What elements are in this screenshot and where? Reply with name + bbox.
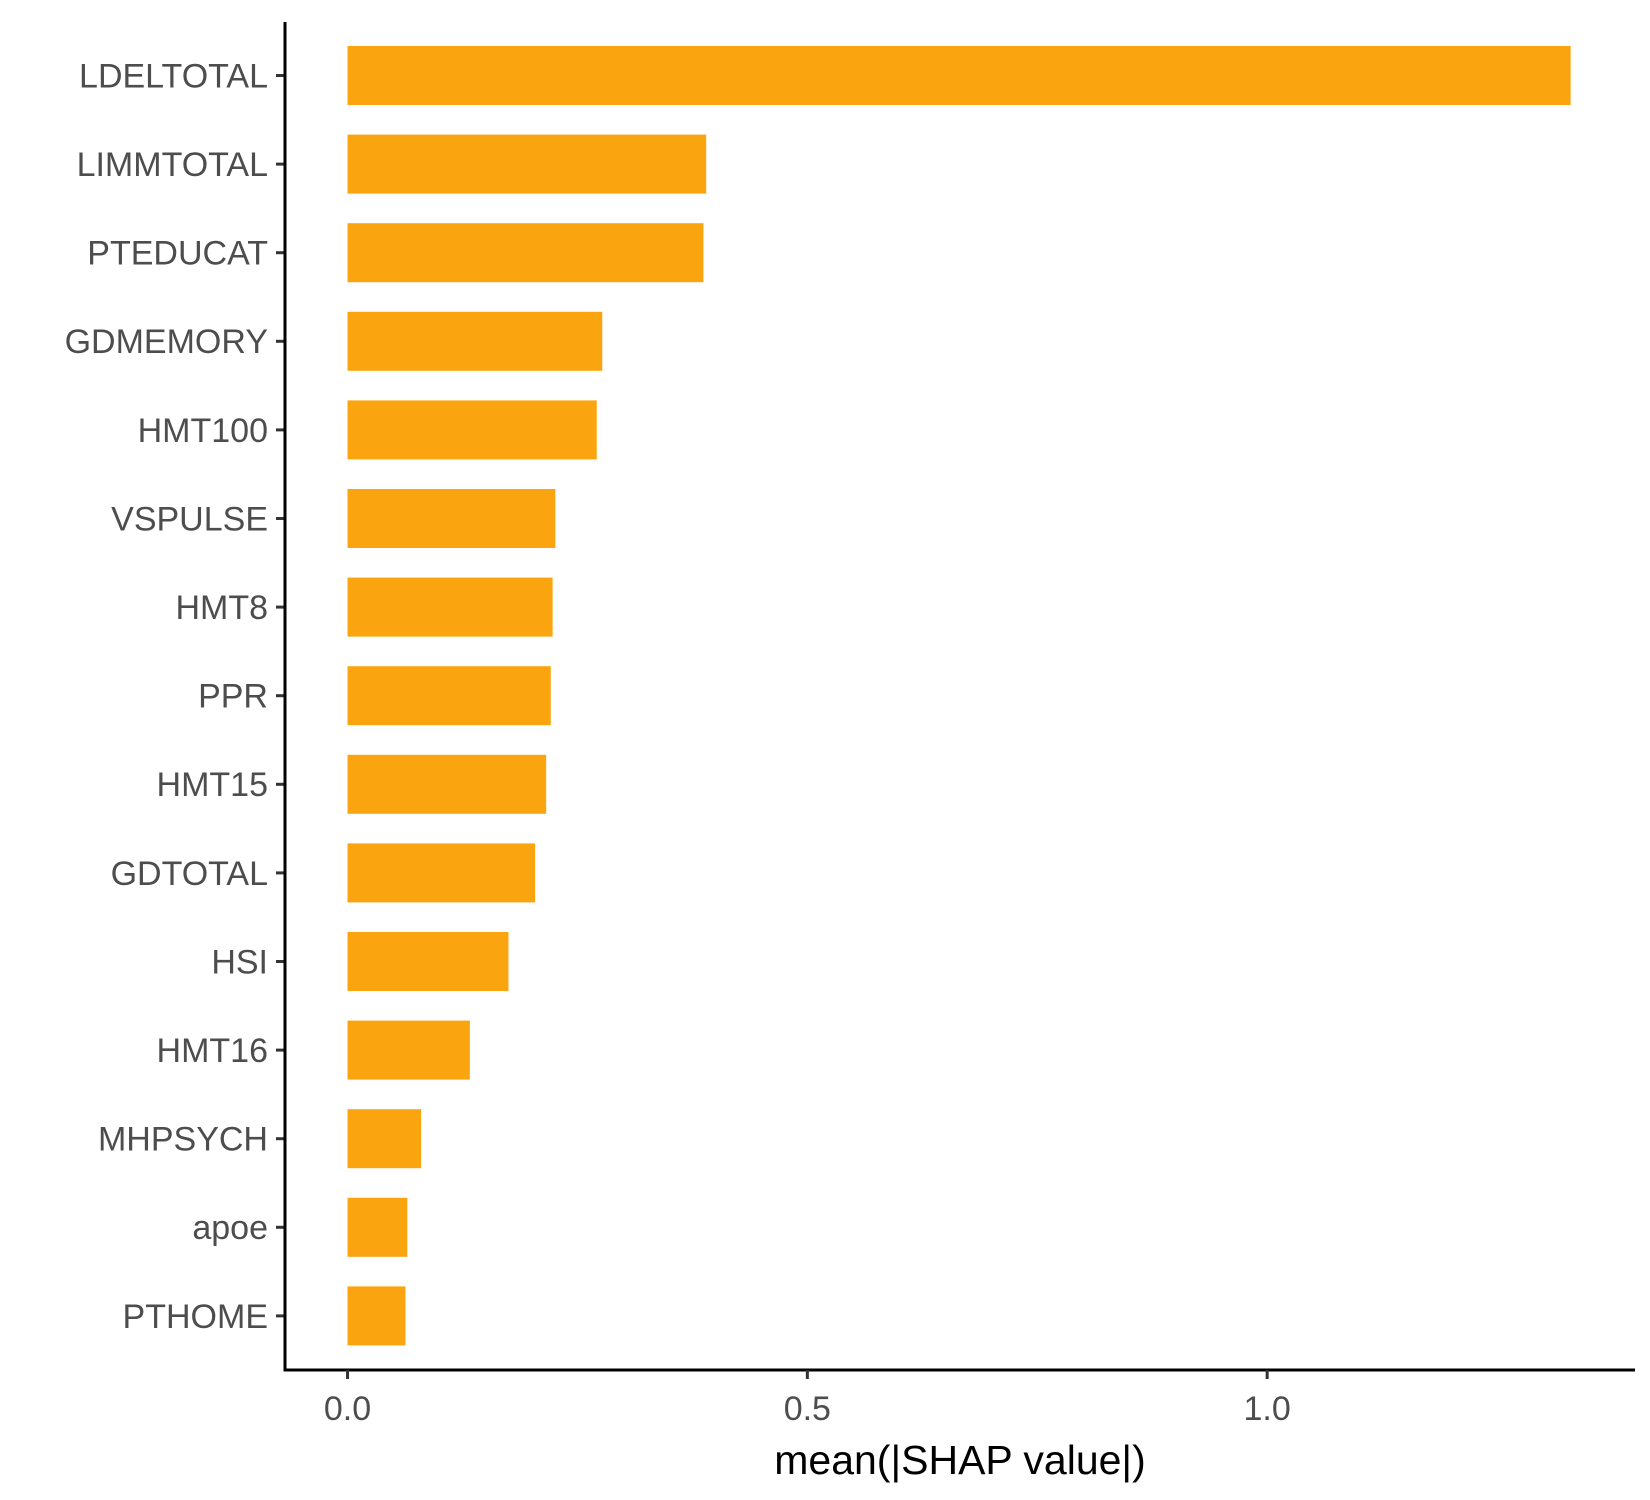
y-tick-label: MHPSYCH [98, 1121, 268, 1159]
bar-hmt8 [347, 577, 553, 637]
y-tick-label: LIMMTOTAL [77, 146, 268, 184]
x-axis-title: mean(|SHAP value|) [774, 1437, 1145, 1483]
x-axis: 0.0 0.5 1.0 [283, 1368, 1635, 1428]
y-tick-label: HMT8 [175, 589, 268, 627]
y-tick-label: HMT100 [138, 412, 268, 450]
bar-hmt15 [347, 754, 547, 814]
y-tick-label: HMT15 [157, 766, 268, 804]
bar-hmt100 [347, 400, 597, 460]
bar-pteducat [347, 223, 704, 283]
bar-apoe [347, 1197, 408, 1257]
x-tick-label: 0.0 [324, 1390, 371, 1428]
bar-vspulse [347, 489, 556, 548]
bar-hsi [347, 932, 509, 991]
bar-ppr [347, 666, 551, 726]
y-tick-label: GDTOTAL [111, 855, 268, 893]
y-tick-label: PTHOME [123, 1298, 268, 1336]
y-tick-label: GDMEMORY [65, 323, 268, 361]
bar-pthome [347, 1286, 406, 1346]
y-tick-label: PTEDUCAT [87, 235, 268, 273]
bar-hmt16 [347, 1020, 470, 1080]
bars-group [347, 46, 1571, 1346]
bar-limmtotal [347, 134, 707, 194]
bar-mhpsych [347, 1109, 422, 1169]
y-tick-label: HSI [211, 943, 268, 981]
x-tick-label: 1.0 [1244, 1390, 1291, 1428]
y-tick-label: PPR [198, 678, 268, 716]
bar-gdmemory [347, 311, 603, 371]
y-tick-label: HMT16 [157, 1032, 268, 1070]
x-tick-label: 0.5 [784, 1390, 831, 1428]
y-tick-label: VSPULSE [111, 500, 268, 538]
y-tick-label: LDELTOTAL [79, 57, 268, 95]
y-axis: LDELTOTAL LIMMTOTAL PTEDUCAT GDMEMORY HMT100… [65, 22, 287, 1372]
bar-gdtotal [347, 843, 536, 903]
bar-ldeltotal [347, 46, 1571, 105]
y-tick-label: apoe [192, 1209, 268, 1247]
